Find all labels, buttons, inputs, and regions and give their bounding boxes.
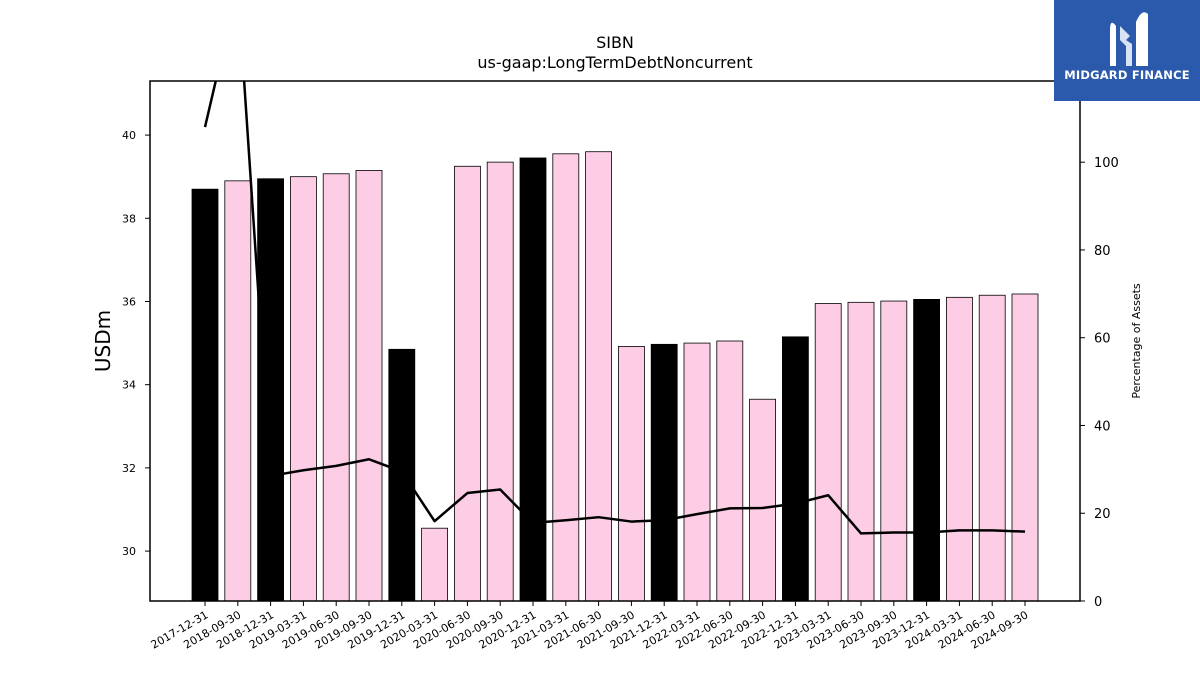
- bar-2020-09-30: [486, 161, 514, 602]
- bar-2020-06-30: [453, 165, 481, 602]
- plot-frame: [149, 80, 1081, 602]
- y-tick-label: 30: [122, 545, 136, 558]
- bars: [191, 151, 1039, 602]
- y-axis-label: USDm: [91, 310, 115, 372]
- bar-2024-09-30: [1011, 293, 1039, 602]
- bar-2020-12-31: [519, 157, 547, 602]
- bar-2021-06-30: [585, 151, 612, 602]
- y-tick-label: 38: [122, 212, 136, 225]
- midgard-logo-icon: [1110, 12, 1148, 66]
- percentage-line: [203, 81, 1026, 535]
- brand-logo: MIDGARD FINANCE: [1054, 0, 1200, 101]
- bar-2020-03-31: [421, 527, 449, 602]
- bar-2023-12-31: [913, 298, 940, 602]
- y-right-tick-label: 60: [1094, 332, 1111, 347]
- bar-2022-03-31: [683, 342, 711, 602]
- bar-2022-06-30: [716, 340, 744, 602]
- x-axis: 2017-12-312018-09-302018-12-312019-03-31…: [149, 601, 1031, 652]
- bar-2024-06-30: [978, 294, 1006, 602]
- y-right-tick-label: 20: [1094, 507, 1111, 522]
- bar-2022-12-31: [782, 336, 809, 602]
- bar-2021-12-31: [650, 343, 678, 602]
- y-axis-right: 0 20 40 60 80 100: [1080, 156, 1119, 610]
- bar-2019-09-30: [355, 170, 383, 602]
- brand-name: MIDGARD FINANCE: [1064, 68, 1190, 82]
- y-right-tick-label: 100: [1094, 156, 1119, 171]
- y-right-tick-label: 0: [1094, 595, 1102, 610]
- bar-2018-09-30: [224, 180, 252, 602]
- y-tick-label: 40: [122, 129, 136, 142]
- bar-2019-06-30: [322, 173, 350, 602]
- bar-2019-03-31: [289, 176, 317, 602]
- bar-2023-06-30: [847, 301, 875, 602]
- bar-2023-09-30: [880, 300, 908, 602]
- bar-2018-12-31: [257, 178, 285, 602]
- bar-2023-03-31: [814, 303, 842, 602]
- y-right-tick-label: 40: [1094, 419, 1111, 434]
- bar-2024-03-31: [946, 296, 973, 602]
- bar-2022-09-30: [749, 398, 776, 602]
- y-axis-left: 30 32 34 36 38 40: [122, 129, 150, 558]
- y-right-tick-label: 80: [1094, 244, 1111, 259]
- bar-2017-12-31: [191, 188, 219, 602]
- bar-2021-03-31: [552, 153, 580, 602]
- y-axis-right-label: Percentage of Assets: [1130, 283, 1143, 399]
- bar-2019-12-31: [388, 348, 416, 602]
- y-tick-label: 34: [122, 379, 136, 392]
- percentage-line-path: [203, 81, 1026, 535]
- y-tick-label: 36: [122, 295, 136, 308]
- chart-title: SIBN: [596, 33, 634, 52]
- chart-subtitle: us-gaap:LongTermDebtNoncurrent: [477, 53, 752, 72]
- bar-2021-09-30: [618, 346, 645, 602]
- y-tick-label: 32: [122, 462, 136, 475]
